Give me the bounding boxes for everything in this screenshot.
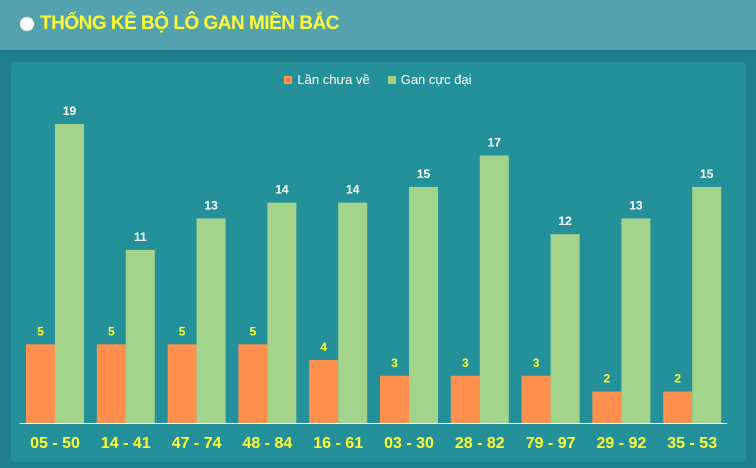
page-header: THỐNG KÊ BỘ LÔ GAN MIỀN BẮC — [0, 0, 756, 50]
bar-current-7[interactable] — [450, 375, 480, 423]
bar-max-6[interactable] — [409, 186, 438, 423]
bar-max-8[interactable] — [550, 234, 580, 423]
x-tick-label: 35 - 53 — [667, 435, 717, 452]
bar-max-2[interactable] — [125, 249, 155, 423]
data-label-max-3: 13 — [204, 198, 218, 212]
x-tick-label: 14 - 41 — [101, 435, 151, 452]
x-tick-label: 03 - 30 — [384, 435, 434, 452]
bar-max-5[interactable] — [338, 202, 368, 423]
bar-max-10[interactable] — [692, 186, 722, 423]
page-title: THỐNG KÊ BỘ LÔ GAN MIỀN BẮC — [40, 13, 339, 34]
legend-item-current[interactable]: Lần chưa về — [284, 72, 370, 87]
bar-current-4[interactable] — [238, 344, 268, 423]
bar-current-2[interactable] — [96, 344, 126, 423]
bullet-icon — [20, 17, 34, 31]
data-label-current-4: 5 — [250, 324, 257, 338]
x-tick-label: 79 - 97 — [526, 435, 576, 452]
data-label-current-5: 4 — [320, 340, 327, 354]
bar-max-9[interactable] — [621, 218, 651, 423]
bar-current-8[interactable] — [521, 375, 551, 423]
data-label-max-5: 14 — [346, 183, 360, 197]
legend-label-current: Lần chưa về — [297, 72, 370, 87]
bar-current-10[interactable] — [663, 391, 693, 423]
legend-item-max[interactable]: Gan cực đại — [387, 72, 472, 87]
data-label-current-1: 5 — [37, 324, 44, 338]
bar-max-7[interactable] — [479, 155, 509, 423]
data-label-max-6: 15 — [417, 167, 431, 181]
data-label-max-10: 15 — [700, 167, 714, 181]
bar-max-4[interactable] — [267, 202, 297, 423]
data-label-max-7: 17 — [488, 135, 502, 149]
data-label-current-7: 3 — [462, 356, 469, 370]
data-label-current-3: 5 — [179, 324, 186, 338]
x-tick-label: 05 - 50 — [30, 435, 80, 452]
legend-swatch-max — [387, 75, 396, 84]
x-tick-label: 29 - 92 — [596, 435, 646, 452]
data-label-current-6: 3 — [391, 356, 398, 370]
x-tick-label: 47 - 74 — [172, 435, 222, 452]
data-label-max-9: 13 — [629, 198, 643, 212]
x-tick-label: 16 - 61 — [313, 435, 363, 452]
data-label-current-9: 2 — [604, 372, 611, 386]
legend-label-max: Gan cực đại — [400, 72, 472, 87]
bar-current-5[interactable] — [309, 360, 339, 423]
data-label-current-10: 2 — [674, 372, 681, 386]
bar-current-1[interactable] — [26, 344, 55, 423]
bar-current-3[interactable] — [167, 344, 197, 423]
data-label-max-1: 19 — [63, 104, 77, 118]
x-tick-label: 48 - 84 — [242, 435, 292, 452]
legend-swatch-current — [284, 75, 293, 84]
data-label-max-2: 11 — [134, 230, 147, 244]
bar-current-9[interactable] — [592, 391, 622, 423]
bar-current-6[interactable] — [380, 375, 409, 423]
bar-max-1[interactable] — [55, 124, 84, 423]
data-label-max-4: 14 — [275, 183, 289, 197]
bar-max-3[interactable] — [196, 218, 226, 423]
data-label-current-2: 5 — [108, 324, 115, 338]
chart-legend: Lần chưa về Gan cực đại — [0, 72, 756, 87]
data-label-current-8: 3 — [533, 356, 540, 370]
data-label-max-8: 12 — [558, 214, 572, 228]
x-tick-label: 28 - 82 — [455, 435, 505, 452]
